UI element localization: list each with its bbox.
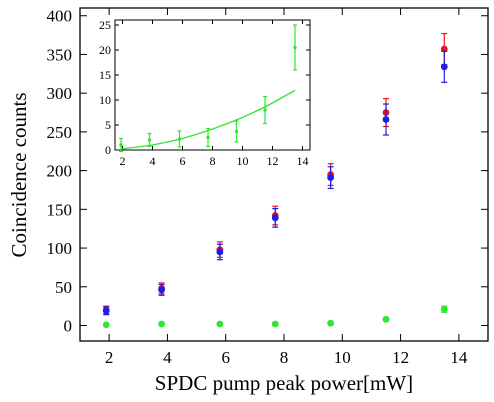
inset-y-tick-label: 20 [99, 43, 111, 57]
data-point [440, 305, 448, 313]
inset-x-tick-label: 12 [267, 154, 279, 168]
y-tick-label: 100 [47, 239, 73, 258]
data-point [102, 321, 110, 329]
inset-fit-curve [120, 89, 296, 150]
data-point [327, 319, 335, 327]
inset-x-tick-label: 4 [150, 154, 156, 168]
inset-data-point [234, 129, 239, 134]
data-point [382, 315, 390, 323]
y-axis-title: Coincidence counts [7, 92, 31, 257]
inset-y-tick-label: 5 [105, 118, 111, 132]
data-point [440, 63, 448, 71]
y-tick-label: 50 [55, 278, 72, 297]
data-point [327, 174, 335, 181]
y-tick-label: 350 [47, 45, 73, 64]
x-axis-title: SPDC pump peak power[mW] [155, 371, 413, 395]
inset-y-tick-label: 25 [99, 18, 111, 32]
inset-y-tick-label: 10 [99, 93, 111, 107]
inset-x-tick-label: 6 [180, 154, 186, 168]
inset-plot-frame [114, 19, 311, 151]
data-point [158, 320, 166, 328]
data-point [440, 45, 448, 53]
inset-data-point [119, 143, 123, 147]
inset-plot: 2 4 6 8 10 12 14 0 5 10 15 20 25 [99, 18, 311, 168]
data-point [271, 214, 279, 222]
inset-x-tick-label: 8 [210, 154, 216, 168]
data-point [158, 286, 166, 294]
x-tick-label: 10 [334, 348, 351, 367]
data-point [216, 320, 224, 328]
data-point [102, 307, 110, 315]
inset-data-point [147, 138, 152, 142]
x-tick-label: 4 [163, 348, 172, 367]
x-tick-label: 12 [392, 348, 409, 367]
inset-x-tick-label: 10 [237, 154, 249, 168]
y-tick-label: 400 [47, 7, 73, 26]
x-tick-label: 2 [105, 348, 114, 367]
inset-x-tick-label: 2 [120, 154, 126, 168]
data-point [271, 320, 279, 328]
inset-x-tick-label: 14 [297, 154, 309, 168]
x-tick-label: 8 [280, 348, 289, 367]
x-tick-label: 6 [221, 348, 230, 367]
y-tick-label: 0 [64, 317, 73, 336]
y-tick-label: 250 [47, 123, 73, 142]
x-tick-label: 14 [450, 348, 468, 367]
inset-y-tick-label: 15 [99, 68, 111, 82]
y-tick-label: 200 [47, 162, 73, 181]
data-point [216, 248, 224, 256]
inset-data-point [263, 108, 267, 112]
y-tick-label: 150 [47, 200, 73, 219]
inset-data-point [206, 135, 210, 140]
data-point [382, 116, 390, 123]
y-tick-label: 300 [47, 84, 73, 103]
inset-data-point [293, 45, 297, 50]
inset-y-tick-label: 0 [105, 143, 111, 157]
